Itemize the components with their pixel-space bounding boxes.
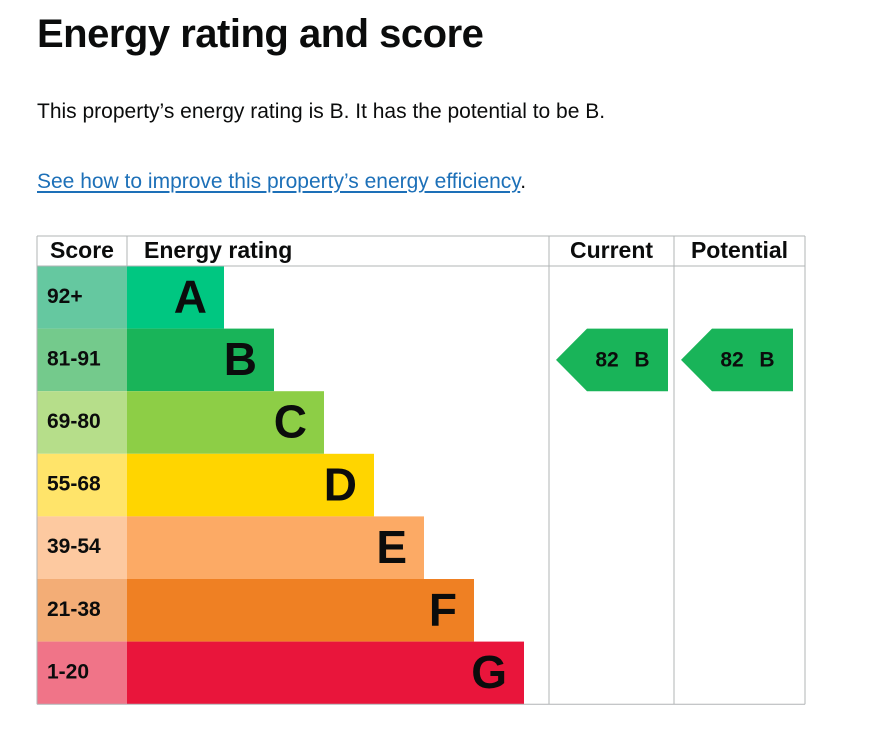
rating-bar xyxy=(127,516,424,579)
rating-letter: C xyxy=(274,396,307,448)
rating-bar xyxy=(127,266,224,329)
rating-letter: A xyxy=(174,270,207,322)
score-range: 55-68 xyxy=(47,473,101,496)
rating-letter: G xyxy=(471,646,507,698)
rating-bar xyxy=(127,453,374,517)
potential-arrow xyxy=(681,328,793,392)
improve-link[interactable]: See how to improve this property’s energ… xyxy=(37,170,521,193)
score-cell xyxy=(37,641,127,705)
score-cell xyxy=(37,453,127,517)
score-cell xyxy=(37,328,127,392)
rating-letter: E xyxy=(376,521,407,573)
current-arrow xyxy=(556,328,668,392)
heading: Energy rating and score xyxy=(37,12,484,56)
column-header: Current xyxy=(570,237,653,263)
current-score: 82 xyxy=(595,348,618,371)
score-range: 92+ xyxy=(47,285,83,308)
score-range: 81-91 xyxy=(47,347,101,370)
column-header: Energy rating xyxy=(144,237,292,263)
score-cell xyxy=(37,579,127,642)
link-suffix: . xyxy=(520,170,527,193)
current-rating: B xyxy=(634,348,649,371)
rating-letter: B xyxy=(224,333,257,385)
link-line: See how to improve this property’s energ… xyxy=(37,170,526,194)
potential-rating: B xyxy=(759,348,774,371)
potential-score: 82 xyxy=(720,348,743,371)
score-range: 1-20 xyxy=(47,660,89,683)
rating-letter: D xyxy=(324,458,357,510)
score-cell xyxy=(37,266,127,329)
rating-bar xyxy=(127,641,524,705)
column-header: Score xyxy=(50,237,114,263)
summary: This property’s energy rating is B. It h… xyxy=(37,100,606,123)
score-range: 69-80 xyxy=(47,410,101,433)
column-header: Potential xyxy=(691,237,788,263)
score-cell xyxy=(37,391,127,454)
rating-letter: F xyxy=(429,583,457,635)
rating-bar xyxy=(127,579,474,642)
score-cell xyxy=(37,516,127,579)
rating-bar xyxy=(127,328,274,392)
score-range: 21-38 xyxy=(47,598,101,621)
rating-bar xyxy=(127,391,324,454)
score-range: 39-54 xyxy=(47,535,101,558)
